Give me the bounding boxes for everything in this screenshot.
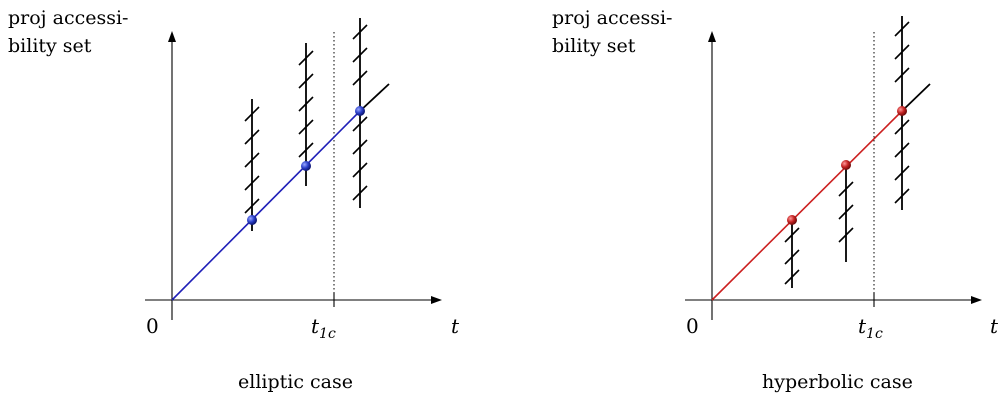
trajectory-line xyxy=(171,110,361,301)
trajectory-point-3 xyxy=(897,106,907,116)
x-axis-label: t xyxy=(451,314,460,338)
accessibility-fiber-1 xyxy=(244,99,260,231)
y-axis-label-line2: bility set xyxy=(8,35,92,57)
t1c-label: t1c xyxy=(858,314,883,342)
x-axis-label: t xyxy=(990,314,999,338)
fiber-extension xyxy=(901,83,931,112)
t1c-label: t1c xyxy=(311,314,336,342)
trajectory-point-2 xyxy=(841,160,851,170)
y-axis-label-line2: bility set xyxy=(552,35,636,57)
trajectory-point-3 xyxy=(355,106,365,116)
trajectory-point-1 xyxy=(247,215,257,225)
y-axis-arrowhead xyxy=(708,31,716,42)
accessibility-fiber-1 xyxy=(784,220,800,288)
x-axis-arrowhead xyxy=(431,296,442,304)
accessibility-fiber-2 xyxy=(838,165,854,262)
caption-elliptic: elliptic case xyxy=(238,371,353,393)
y-axis-label-line1: proj accessi- xyxy=(552,7,672,29)
trajectory-point-1 xyxy=(787,215,797,225)
x-axis-arrowhead xyxy=(971,296,982,304)
origin-label: 0 xyxy=(686,314,699,338)
y-axis-arrowhead xyxy=(168,31,176,42)
y-axis-label-line1: proj accessi- xyxy=(8,7,128,29)
caption-hyperbolic: hyperbolic case xyxy=(762,371,913,393)
panel-hyperbolic: proj accessi- bility set 0 t1c t xyxy=(552,7,999,393)
trajectory-point-2 xyxy=(301,161,311,171)
fiber-extension xyxy=(359,83,390,112)
accessibility-fiber-3 xyxy=(352,18,368,208)
panel-elliptic: proj accessi- bility set 0 t1c t xyxy=(8,7,460,393)
trajectory-line xyxy=(711,110,903,301)
origin-label: 0 xyxy=(146,314,159,338)
